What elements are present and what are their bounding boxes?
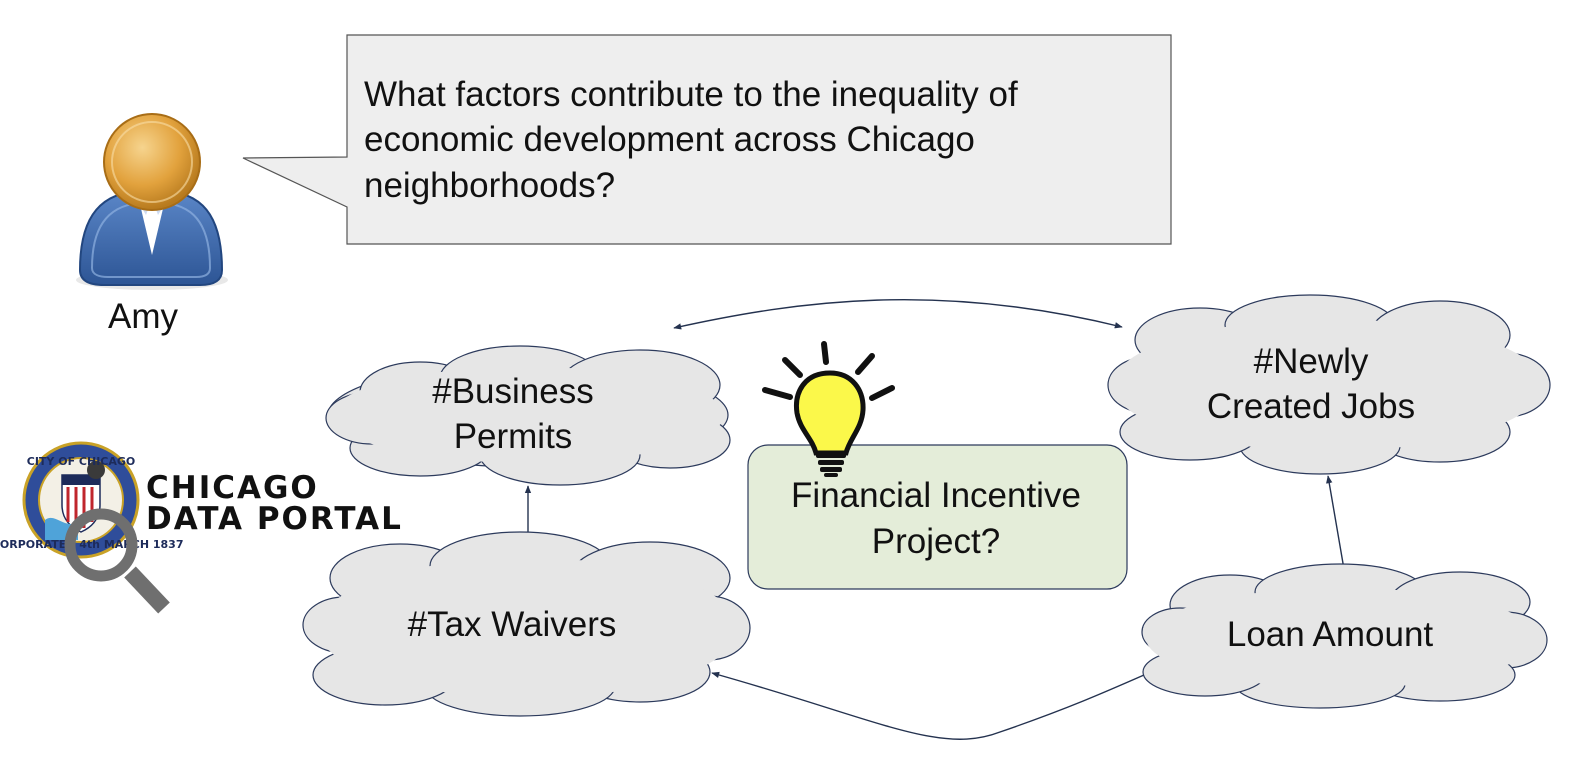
- node-business-permits-line-1: #Business: [432, 372, 593, 411]
- speech-bubble: What factors contribute to the inequalit…: [242, 34, 1172, 245]
- node-business-permits: #Business Permits: [325, 345, 731, 486]
- node-tax-waivers: #Tax Waivers: [302, 531, 751, 717]
- search-icon: [64, 508, 170, 614]
- cloud-shape: [302, 531, 751, 717]
- person-icon: [76, 113, 228, 290]
- chicago-data-portal-logo: CITY OF CHICAGO INCORPORATED 4th MARCH 1…: [0, 441, 403, 559]
- node-loan-amount: Loan Amount: [1141, 563, 1548, 709]
- node-newly-created-jobs-line-1: #Newly: [1254, 342, 1369, 381]
- question-line-3: neighborhoods?: [364, 166, 615, 205]
- portal-line-1: CHICAGO: [146, 470, 319, 506]
- seal-top-text: CITY OF CHICAGO: [27, 455, 136, 468]
- portal-line-2: DATA PORTAL: [146, 501, 403, 537]
- node-newly-created-jobs-line-2: Created Jobs: [1207, 387, 1415, 426]
- node-business-permits-line-2: Permits: [454, 417, 573, 456]
- project-line-2: Project?: [872, 522, 1000, 561]
- link-permits-jobs: [673, 299, 1123, 330]
- node-tax-waivers-line-1: #Tax Waivers: [408, 605, 617, 644]
- question-line-2: economic development across Chicago: [364, 120, 975, 159]
- seal-bottom-text: INCORPORATED 4th MARCH 1837: [0, 538, 183, 551]
- question-line-1: What factors contribute to the inequalit…: [364, 75, 1018, 114]
- node-newly-created-jobs: #Newly Created Jobs: [1107, 294, 1551, 475]
- node-loan-amount-line-1: Loan Amount: [1227, 615, 1434, 654]
- financial-incentive-project-box: Financial Incentive Project?: [747, 444, 1128, 590]
- cloud-shape: [1107, 294, 1551, 475]
- cloud-shape: [325, 345, 731, 486]
- cloud-shape: [1141, 563, 1548, 709]
- link-waivers-loan: [711, 667, 1161, 740]
- link-jobs-loan: [1326, 475, 1347, 576]
- lightbulb-icon: [762, 341, 895, 477]
- project-line-1: Financial Incentive: [791, 476, 1081, 515]
- person-name: Amy: [108, 297, 179, 336]
